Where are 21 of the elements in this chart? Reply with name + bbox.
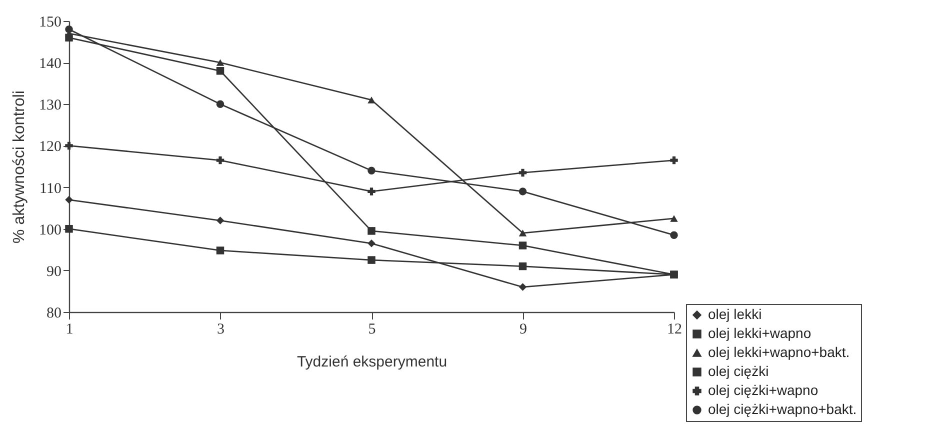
x-tick-label: 9 — [520, 322, 527, 338]
legend-label: olej lekki — [708, 306, 762, 322]
y-tick-label: 130 — [39, 98, 62, 114]
y-tick-label: 100 — [39, 222, 62, 238]
legend-label: olej ciężki+wapno+bakt. — [708, 401, 857, 417]
x-tick-label: 1 — [66, 322, 74, 338]
x-tick-label: 12 — [667, 322, 682, 338]
y-tick-label: 120 — [39, 139, 62, 156]
x-tick-label: 3 — [217, 322, 224, 338]
legend-label: olej lekki+wapno — [708, 325, 812, 341]
y-tick-label: 90 — [46, 264, 62, 280]
x-axis-title: Tydzień eksperymentu — [296, 354, 448, 370]
y-tick-label: 80 — [46, 306, 62, 322]
y-axis-title: % aktywności kontroli — [11, 90, 28, 244]
y-tick-label: 150 — [39, 14, 62, 30]
legend-label: olej lekki+wapno+bakt. — [708, 344, 850, 360]
legend-label: olej ciężki+wapno — [708, 382, 818, 398]
legend-label: olej ciężki — [708, 363, 769, 379]
x-tick-label: 5 — [368, 322, 376, 338]
y-tick-label: 110 — [40, 180, 62, 197]
y-tick-label: 140 — [39, 56, 62, 72]
